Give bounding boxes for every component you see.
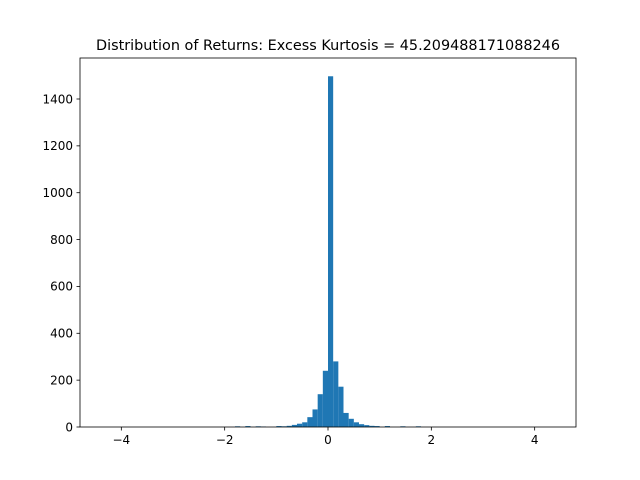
histogram-bar <box>291 424 297 427</box>
histogram-bar <box>245 426 251 427</box>
histogram-bar <box>359 424 365 427</box>
histogram-bar <box>333 361 339 427</box>
x-tick-label: −2 <box>216 433 234 447</box>
y-tick-label: 400 <box>50 327 73 341</box>
histogram-bar <box>312 409 318 427</box>
y-tick-label: 1200 <box>42 139 73 153</box>
histogram-bar <box>374 426 380 427</box>
histogram-bar <box>286 425 292 427</box>
histogram-bar <box>307 417 313 427</box>
y-tick-label: 800 <box>50 233 73 247</box>
histogram-bar <box>384 426 390 427</box>
y-tick-label: 200 <box>50 373 73 387</box>
x-tick-label: −4 <box>112 433 130 447</box>
histogram-bar <box>348 418 354 427</box>
histogram-bar <box>302 422 308 427</box>
histogram-bar <box>317 394 323 427</box>
y-tick-label: 1400 <box>42 92 73 106</box>
x-tick-label: 2 <box>428 433 436 447</box>
histogram-bar <box>297 423 303 427</box>
histogram-bars <box>235 76 421 428</box>
histogram-bar <box>369 425 375 427</box>
chart-title: Distribution of Returns: Excess Kurtosis… <box>96 38 560 54</box>
histogram-bar <box>343 412 349 427</box>
histogram-bar <box>353 422 359 427</box>
x-tick-label: 4 <box>531 433 539 447</box>
y-tick-label: 0 <box>65 420 73 434</box>
histogram-bar <box>364 425 370 427</box>
histogram-bar <box>338 386 344 427</box>
histogram-bar <box>322 370 328 427</box>
y-tick-label: 1000 <box>42 186 73 200</box>
histogram-bar <box>328 76 334 428</box>
y-tick-label: 600 <box>50 280 73 294</box>
histogram-bar <box>276 426 282 427</box>
x-axis-ticks: −4 −2 0 2 4 <box>112 427 538 447</box>
x-tick-label: 0 <box>324 433 332 447</box>
y-axis-ticks: 0 200 400 600 800 1000 1200 1400 <box>42 92 80 434</box>
